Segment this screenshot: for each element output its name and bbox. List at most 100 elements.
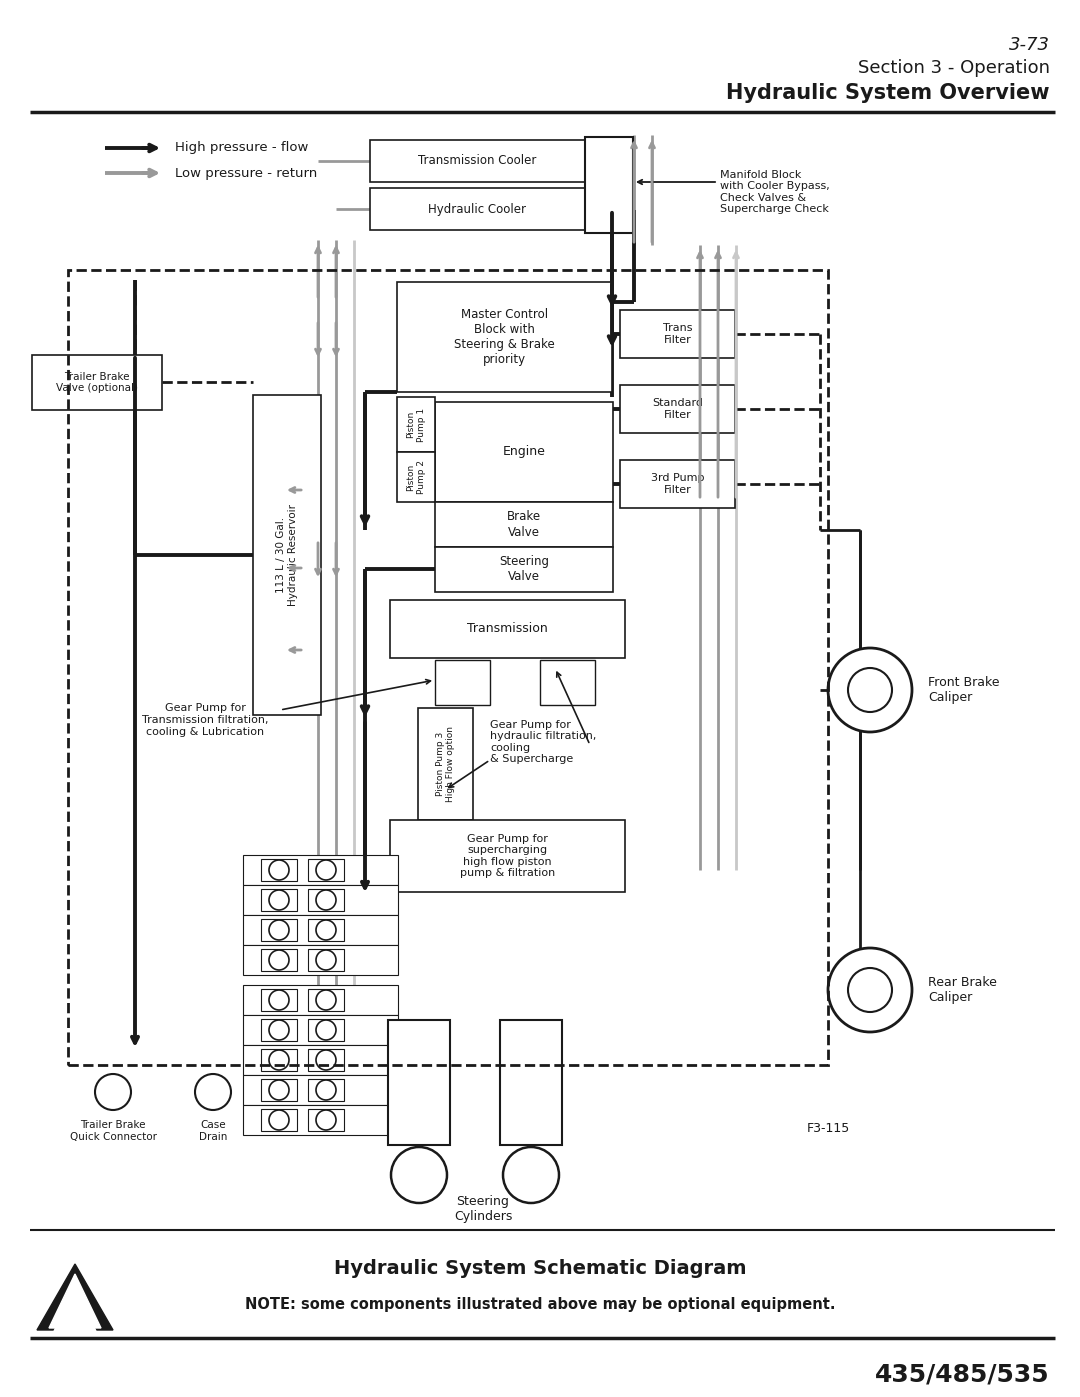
- Circle shape: [316, 1020, 336, 1039]
- Polygon shape: [49, 1274, 102, 1329]
- Text: Brake
Valve: Brake Valve: [507, 510, 541, 538]
- Bar: [261, 1018, 297, 1041]
- Text: Gear Pump for
hydraulic filtration,
cooling
& Supercharge: Gear Pump for hydraulic filtration, cool…: [490, 719, 596, 764]
- Bar: [418, 708, 473, 820]
- Circle shape: [316, 950, 336, 970]
- Text: Steering
Valve: Steering Valve: [499, 556, 549, 584]
- Bar: [308, 1018, 345, 1041]
- Bar: [435, 402, 613, 502]
- Circle shape: [316, 1080, 336, 1099]
- Text: Standard
Filter: Standard Filter: [652, 398, 703, 420]
- Circle shape: [269, 890, 289, 909]
- Bar: [540, 659, 595, 705]
- Polygon shape: [37, 1264, 113, 1330]
- Bar: [261, 1109, 297, 1132]
- Circle shape: [503, 1147, 559, 1203]
- Bar: [370, 140, 585, 182]
- Bar: [243, 1045, 399, 1076]
- Bar: [261, 989, 297, 1011]
- Bar: [261, 1049, 297, 1071]
- Circle shape: [828, 949, 912, 1032]
- Text: Low pressure - return: Low pressure - return: [175, 166, 318, 179]
- Bar: [585, 137, 633, 233]
- Bar: [308, 888, 345, 911]
- Bar: [397, 453, 435, 502]
- Text: Trans
Filter: Trans Filter: [663, 323, 692, 345]
- Text: 3-73: 3-73: [1009, 36, 1050, 54]
- Text: Piston
Pump 2: Piston Pump 2: [406, 460, 426, 495]
- Circle shape: [828, 648, 912, 732]
- Circle shape: [269, 1111, 289, 1130]
- Circle shape: [269, 1051, 289, 1070]
- Bar: [243, 985, 399, 1016]
- Text: Gear Pump for
Transmission filtration,
cooling & Lubrication: Gear Pump for Transmission filtration, c…: [141, 704, 268, 736]
- Circle shape: [316, 1111, 336, 1130]
- Bar: [500, 1020, 562, 1146]
- Bar: [435, 659, 490, 705]
- Text: 3rd Pump
Filter: 3rd Pump Filter: [651, 474, 704, 495]
- Text: Engine: Engine: [502, 446, 545, 458]
- Bar: [261, 919, 297, 942]
- Bar: [308, 949, 345, 971]
- Circle shape: [316, 890, 336, 909]
- Text: Case
Drain: Case Drain: [199, 1120, 227, 1141]
- Text: Hydraulic System Overview: Hydraulic System Overview: [727, 82, 1050, 103]
- Bar: [243, 1016, 399, 1045]
- Circle shape: [391, 1147, 447, 1203]
- Bar: [261, 888, 297, 911]
- Bar: [253, 395, 321, 715]
- Bar: [261, 1078, 297, 1101]
- Circle shape: [316, 861, 336, 880]
- Text: Transmission: Transmission: [468, 623, 548, 636]
- Bar: [397, 282, 612, 393]
- Bar: [390, 599, 625, 658]
- Bar: [397, 397, 435, 453]
- Text: Gear Pump for
supercharging
high flow piston
pump & filtration: Gear Pump for supercharging high flow pi…: [460, 834, 555, 879]
- Circle shape: [269, 1020, 289, 1039]
- Bar: [243, 1105, 399, 1134]
- Text: Transmission Cooler: Transmission Cooler: [418, 155, 537, 168]
- Circle shape: [848, 968, 892, 1011]
- Bar: [308, 1109, 345, 1132]
- Circle shape: [95, 1074, 131, 1111]
- Bar: [620, 310, 735, 358]
- Circle shape: [195, 1074, 231, 1111]
- Bar: [243, 886, 399, 915]
- Text: Piston
Pump 1: Piston Pump 1: [406, 408, 426, 441]
- Text: 435/485/535: 435/485/535: [876, 1363, 1050, 1387]
- Bar: [308, 1049, 345, 1071]
- Text: Hydraulic System Schematic Diagram: Hydraulic System Schematic Diagram: [334, 1259, 746, 1277]
- Bar: [261, 859, 297, 882]
- Circle shape: [316, 1051, 336, 1070]
- Bar: [243, 944, 399, 975]
- Bar: [243, 915, 399, 944]
- Circle shape: [269, 861, 289, 880]
- Text: F3-115: F3-115: [807, 1122, 850, 1134]
- Bar: [620, 460, 735, 509]
- Bar: [390, 820, 625, 893]
- Bar: [68, 270, 828, 1065]
- Bar: [243, 855, 399, 886]
- Text: Master Control
Block with
Steering & Brake
priority: Master Control Block with Steering & Bra…: [454, 307, 555, 366]
- Circle shape: [269, 921, 289, 940]
- Text: Steering
Cylinders: Steering Cylinders: [454, 1194, 512, 1222]
- Bar: [308, 919, 345, 942]
- Bar: [435, 548, 613, 592]
- Circle shape: [269, 950, 289, 970]
- Text: Trailer Brake
Quick Connector: Trailer Brake Quick Connector: [69, 1120, 157, 1141]
- Bar: [243, 1076, 399, 1105]
- Circle shape: [316, 921, 336, 940]
- Text: Hydraulic Cooler: Hydraulic Cooler: [429, 203, 527, 215]
- Circle shape: [269, 1080, 289, 1099]
- Bar: [370, 189, 585, 231]
- Bar: [435, 502, 613, 548]
- Bar: [308, 989, 345, 1011]
- Bar: [620, 386, 735, 433]
- Bar: [308, 1078, 345, 1101]
- Bar: [388, 1020, 450, 1146]
- Circle shape: [316, 990, 336, 1010]
- Text: Front Brake
Caliper: Front Brake Caliper: [928, 676, 999, 704]
- Circle shape: [269, 990, 289, 1010]
- Text: Piston Pump 3
High Flow option: Piston Pump 3 High Flow option: [436, 726, 455, 802]
- Bar: [261, 949, 297, 971]
